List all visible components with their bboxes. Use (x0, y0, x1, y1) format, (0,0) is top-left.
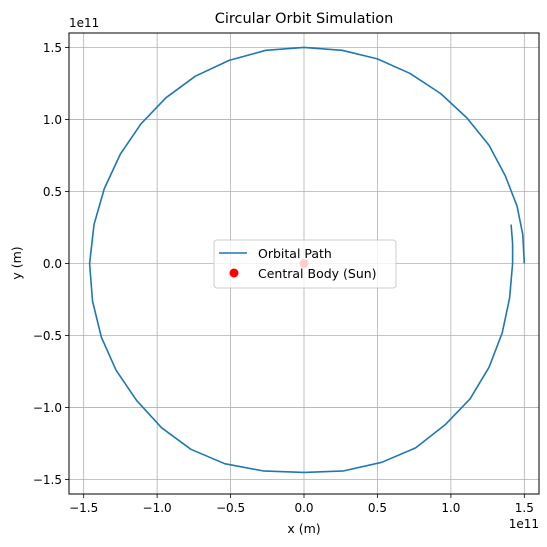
x-tick-label: 0.0 (294, 501, 313, 515)
x-tick-label: 1.0 (441, 501, 460, 515)
chart-title: Circular Orbit Simulation (215, 11, 394, 27)
y-tick-label: −0.5 (33, 329, 62, 343)
legend-label-orbital-path: Orbital Path (258, 246, 332, 261)
y-tick-label: −1.5 (33, 473, 62, 487)
y-axis-label: y (m) (9, 246, 24, 279)
y-axis-offset: 1e11 (69, 16, 99, 30)
legend-marker-sun (229, 268, 239, 278)
x-tick-label: −1.0 (143, 501, 172, 515)
y-tick-label: −1.0 (33, 401, 62, 415)
x-tick-label: −0.5 (216, 501, 245, 515)
legend: Orbital Path Central Body (Sun) (213, 239, 397, 289)
x-axis-offset: 1e11 (509, 517, 539, 531)
x-tick-label: −1.5 (69, 501, 98, 515)
x-tick-label: 0.5 (368, 501, 387, 515)
series-orbital-path (88, 46, 526, 474)
y-tick-label: 0.0 (43, 257, 62, 271)
y-tick-label: 1.0 (43, 113, 62, 127)
x-axis-ticks: −1.5 −1.0 −0.5 0.0 0.5 1.0 1.5 (69, 494, 534, 515)
legend-label-sun: Central Body (Sun) (258, 266, 377, 281)
y-axis-ticks: 1.5 1.0 0.5 0.0 −0.5 −1.0 −1.5 (33, 41, 69, 487)
x-axis-label: x (m) (287, 521, 320, 536)
plot-area (68, 32, 540, 495)
x-tick-label: 1.5 (515, 501, 534, 515)
y-tick-label: 0.5 (43, 185, 62, 199)
y-tick-label: 1.5 (43, 41, 62, 55)
legend-box (213, 239, 397, 289)
